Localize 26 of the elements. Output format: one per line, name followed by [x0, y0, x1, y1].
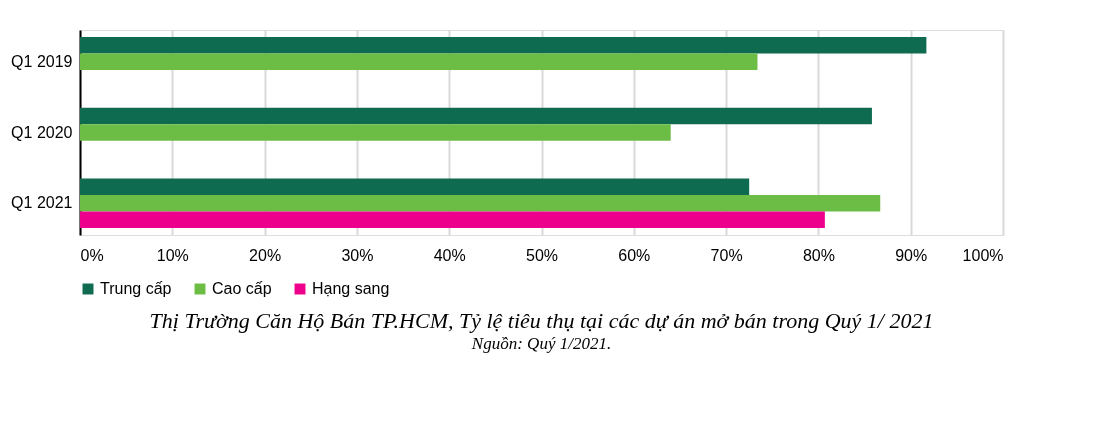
x-tick-label: 80%: [802, 246, 835, 264]
x-tick-label: 60%: [618, 246, 651, 264]
x-tick-label: 10%: [156, 246, 189, 264]
bar: [80, 211, 825, 228]
x-tick-label: 90%: [895, 246, 928, 264]
bar: [80, 178, 750, 195]
x-tick-label: 30%: [341, 246, 374, 264]
x-tick-label: 20%: [249, 246, 282, 264]
bar: [80, 107, 872, 125]
text: Thị Trường Căn Hộ Bán TP.HCM, Tỷ lệ tiêu thụ tại các dự án mở bán trong Quý 1/ 2021: [149, 308, 934, 333]
bar: [80, 124, 671, 141]
x-tick-label: 50%: [525, 246, 559, 264]
legend-label: Hạng sang: [312, 280, 390, 297]
x-tick-label: 70%: [710, 246, 743, 264]
legend-label: Cao cấp: [212, 280, 272, 297]
text: Nguồn: Quý 1/2021.: [470, 334, 612, 353]
y-tick-label: Q1 2021: [11, 194, 73, 212]
x-tick-label: 0%: [80, 246, 104, 264]
x-tick-label: 100%: [962, 246, 1004, 264]
x-tick-label: 40%: [433, 246, 466, 264]
y-tick-label: Q1 2020: [11, 123, 73, 141]
legend-label: Trung cấp: [100, 280, 172, 297]
bar: [80, 194, 881, 212]
bar: [80, 37, 927, 54]
y-tick-label: Q1 2019: [11, 52, 73, 70]
bar: [80, 53, 758, 71]
